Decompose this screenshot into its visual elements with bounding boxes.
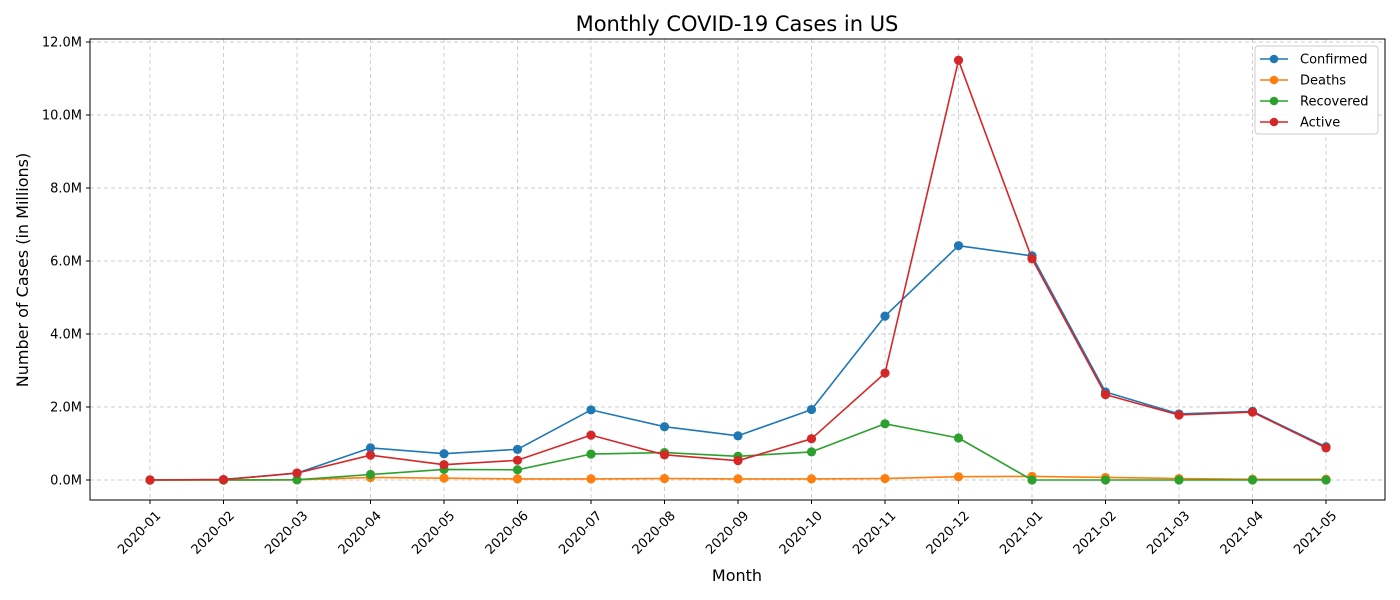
x-tick-label: 2021-05: [1291, 509, 1340, 558]
data-point-confirmed: [586, 405, 596, 415]
x-tick-label: 2020-09: [703, 509, 752, 558]
data-point-recovered: [880, 419, 890, 429]
legend-label: Active: [1300, 116, 1340, 131]
data-point-deaths: [439, 473, 449, 483]
data-point-confirmed: [953, 241, 964, 251]
data-point-confirmed: [365, 443, 376, 453]
data-point-recovered: [1321, 475, 1331, 485]
y-tick-label: 4.0M: [50, 328, 82, 343]
data-point-deaths: [953, 472, 964, 482]
data-point-recovered: [806, 447, 817, 457]
x-tick-label: 2021-01: [997, 509, 1046, 558]
data-point-active: [512, 455, 523, 465]
plot-frame: [89, 38, 1386, 501]
x-tick-label: 2021-03: [1144, 509, 1193, 558]
y-tick-label: 6.0M: [50, 255, 82, 270]
x-tick-label: 2020-11: [850, 509, 899, 558]
legend-marker: [1269, 117, 1279, 127]
data-point-active: [1174, 410, 1184, 420]
x-tick-label: 2020-03: [262, 509, 311, 558]
series-active: [145, 55, 1331, 485]
data-point-active: [880, 368, 890, 378]
data-point-recovered: [953, 433, 964, 443]
data-point-active: [659, 450, 670, 460]
x-tick-label: 2021-04: [1218, 509, 1267, 558]
data-point-deaths: [586, 474, 596, 484]
data-point-active: [953, 55, 964, 65]
x-tick-label: 2020-02: [189, 509, 238, 558]
data-point-recovered: [1174, 475, 1184, 485]
y-tick-label: 10.0M: [42, 109, 82, 124]
data-point-active: [806, 434, 817, 444]
data-point-active: [365, 450, 376, 460]
data-point-confirmed: [733, 431, 743, 441]
y-tick-label: 8.0M: [50, 182, 82, 197]
data-point-active: [218, 475, 229, 485]
x-tick-label: 2020-12: [924, 509, 973, 558]
legend-item: Confirmed: [1260, 53, 1368, 68]
legend-box: [1254, 45, 1379, 135]
data-point-active: [1247, 407, 1258, 417]
data-point-active: [145, 475, 155, 485]
data-point-active: [1321, 443, 1331, 453]
data-point-active: [1027, 254, 1037, 264]
x-tick-label: 2020-06: [483, 509, 532, 558]
data-point-active: [292, 468, 302, 478]
data-point-deaths: [512, 474, 523, 484]
x-tick-label: 2020-07: [556, 509, 605, 558]
data-point-active: [439, 460, 449, 470]
x-tick-label: 2020-01: [115, 509, 164, 558]
data-point-active: [586, 430, 596, 440]
data-point-recovered: [292, 475, 302, 485]
series-layer: [145, 55, 1331, 485]
x-axis: 2020-01 2020-02 2020-03 2020-04 2020-05 2020-…: [115, 500, 1340, 558]
x-tick-label: 2020-08: [630, 509, 679, 558]
data-point-recovered: [586, 449, 596, 459]
y-tick-label: 0.0M: [50, 474, 82, 489]
data-point-deaths: [806, 474, 817, 484]
chart-title: Monthly COVID-19 Cases in US: [576, 12, 899, 36]
data-point-active: [733, 456, 743, 466]
legend-label: Recovered: [1300, 95, 1369, 110]
legend-marker: [1269, 96, 1279, 106]
legend-marker: [1269, 75, 1279, 85]
series-confirmed: [145, 241, 1331, 485]
data-point-active: [1100, 389, 1111, 400]
data-point-confirmed: [439, 449, 449, 459]
data-point-confirmed: [512, 444, 523, 454]
legend-item: Recovered: [1260, 95, 1369, 110]
data-point-recovered: [1027, 475, 1037, 485]
data-point-recovered: [512, 465, 523, 475]
legend-item: Active: [1260, 116, 1340, 131]
data-point-recovered: [1247, 475, 1258, 485]
x-tick-label: 2020-10: [777, 509, 826, 558]
data-point-confirmed: [659, 422, 670, 432]
data-point-deaths: [880, 473, 890, 484]
legend-marker: [1269, 54, 1279, 64]
y-tick-label: 12.0M: [42, 36, 82, 51]
legend-label: Deaths: [1300, 74, 1346, 89]
y-axis: 0.0M 2.0M 4.0M 6.0M 8.0M 10.0M 12.0M: [42, 36, 90, 489]
legend-label: Confirmed: [1300, 53, 1368, 68]
x-tick-label: 2020-04: [336, 509, 385, 558]
data-point-deaths: [733, 474, 743, 484]
data-point-confirmed: [806, 404, 817, 415]
data-point-recovered: [1100, 475, 1111, 485]
x-axis-title: Month: [712, 566, 762, 585]
data-point-recovered: [365, 469, 376, 480]
legend-item: Deaths: [1260, 74, 1346, 89]
x-tick-label: 2021-02: [1071, 509, 1120, 558]
grid: [90, 39, 1385, 500]
data-point-deaths: [659, 473, 670, 484]
legend: Confirmed Deaths Recovered Active: [1254, 45, 1379, 135]
y-tick-label: 2.0M: [50, 401, 82, 416]
data-point-confirmed: [880, 311, 890, 321]
y-axis-title: Number of Cases (in Millions): [13, 153, 32, 387]
x-tick-label: 2020-05: [409, 509, 458, 558]
